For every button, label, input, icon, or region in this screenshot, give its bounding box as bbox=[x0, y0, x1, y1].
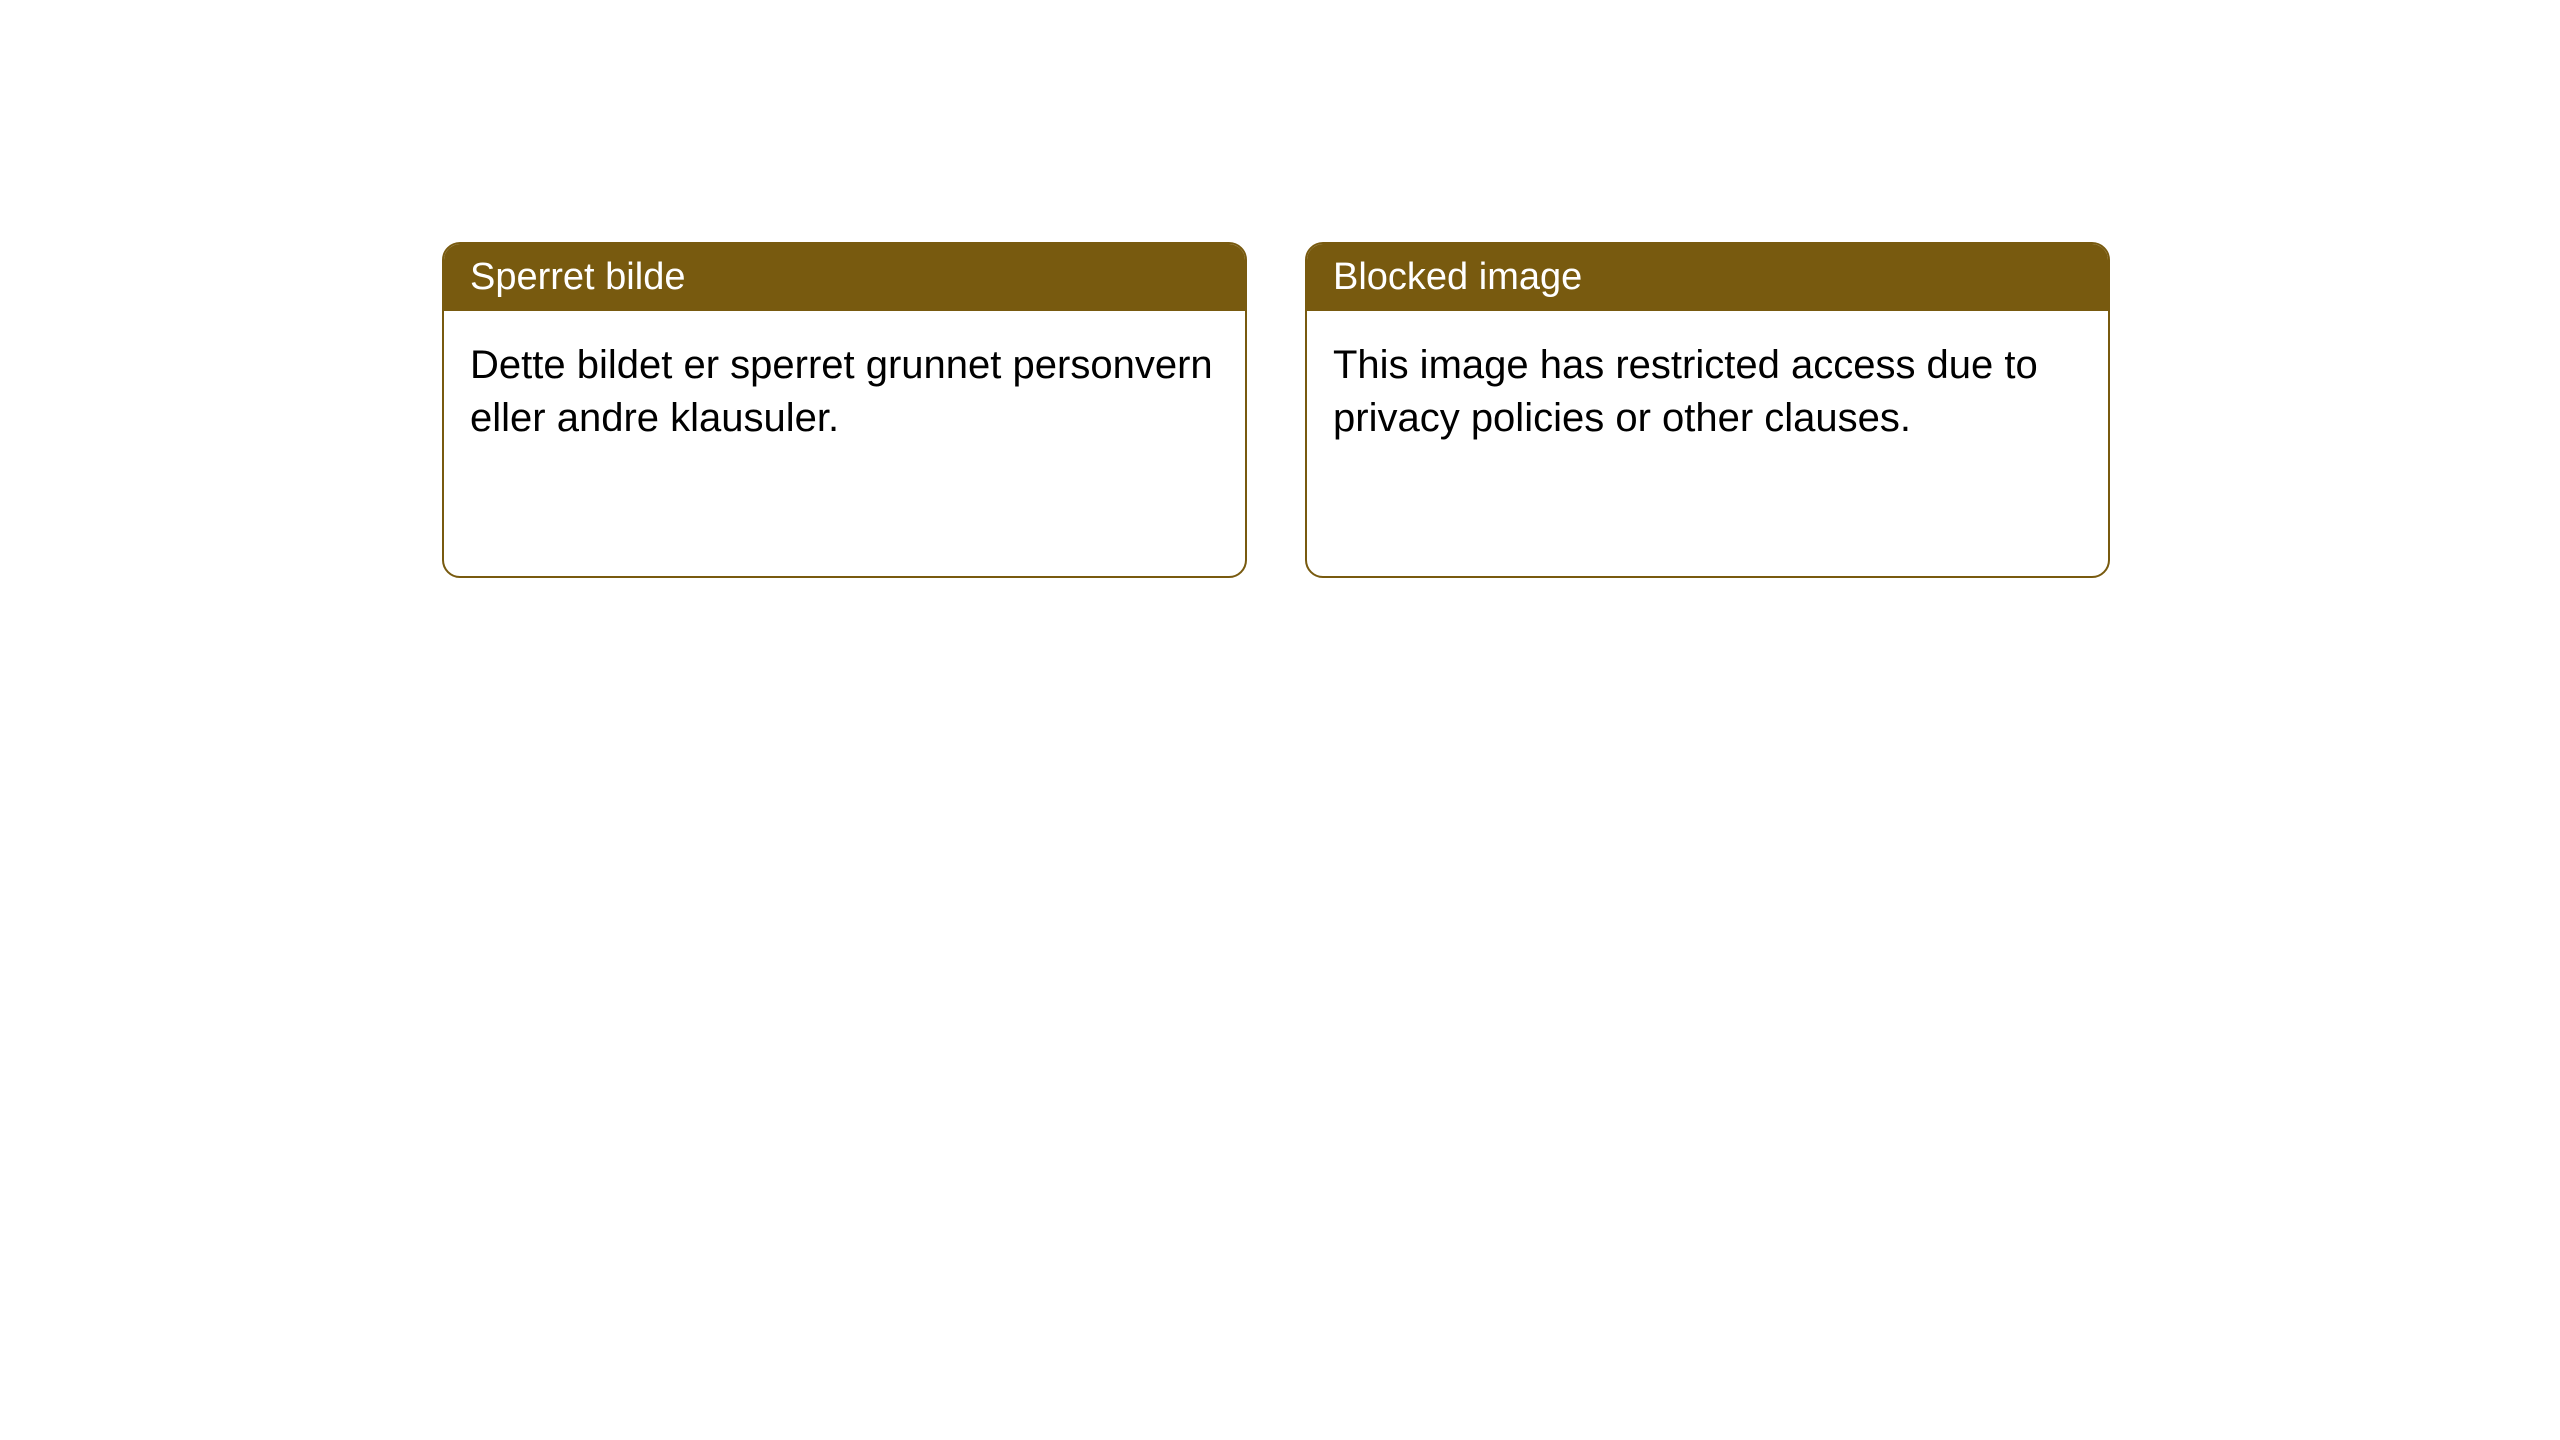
notice-card-title: Sperret bilde bbox=[444, 244, 1245, 311]
notice-card-en: Blocked image This image has restricted … bbox=[1305, 242, 2110, 578]
notice-cards-container: Sperret bilde Dette bildet er sperret gr… bbox=[442, 242, 2110, 578]
notice-card-no: Sperret bilde Dette bildet er sperret gr… bbox=[442, 242, 1247, 578]
notice-card-body: Dette bildet er sperret grunnet personve… bbox=[444, 311, 1245, 473]
notice-card-title: Blocked image bbox=[1307, 244, 2108, 311]
notice-card-body: This image has restricted access due to … bbox=[1307, 311, 2108, 473]
